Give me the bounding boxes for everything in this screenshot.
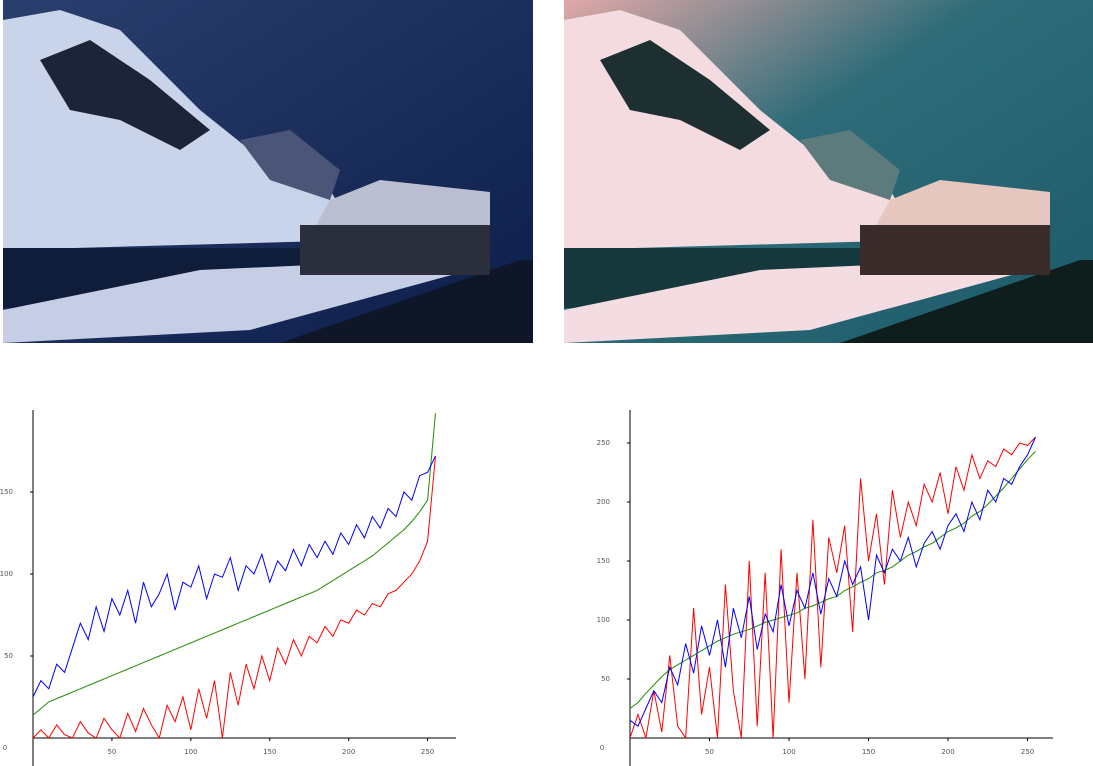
x-tick-label: 50 (705, 748, 714, 756)
series-line (630, 437, 1036, 726)
page: 50 100 150 0 50 100 150 200 250 50 100 150 200 250 0 50… (0, 0, 1093, 766)
x-tick-label: 0 (600, 744, 604, 752)
x-tick-label: 0 (3, 744, 7, 752)
original-photo (3, 0, 533, 343)
x-tick-label: 200 (941, 748, 954, 756)
y-tick-label: 150 (0, 488, 13, 496)
y-tick-label: 100 (597, 616, 610, 624)
charts: 50 100 150 0 50 100 150 200 250 50 100 150 200 250 0 50… (0, 410, 1053, 766)
y-tick-label: 50 (4, 652, 13, 660)
y-tick-label: 100 (0, 570, 13, 578)
x-tick-label: 250 (1021, 748, 1034, 756)
x-tick-label: 250 (421, 748, 434, 756)
x-tick-label: 100 (782, 748, 795, 756)
series-line (33, 456, 435, 738)
y-tick-label: 50 (601, 675, 610, 683)
series-line (33, 413, 435, 715)
series-line (630, 451, 1036, 708)
x-tick-label: 150 (862, 748, 875, 756)
y-tick-label: 150 (597, 557, 610, 565)
y-tick-label: 250 (597, 439, 610, 447)
x-tick-label: 150 (263, 748, 276, 756)
x-tick-label: 100 (184, 748, 197, 756)
y-tick-label: 200 (597, 498, 610, 506)
series-line (33, 456, 435, 697)
processed-photo (564, 0, 1093, 343)
x-tick-label: 200 (342, 748, 355, 756)
x-tick-label: 50 (107, 748, 116, 756)
